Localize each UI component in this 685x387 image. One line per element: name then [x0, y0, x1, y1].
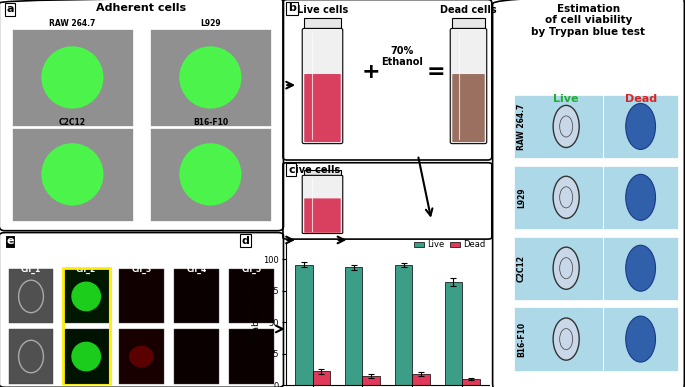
Y-axis label: Viability, %: Viability, %: [251, 289, 260, 340]
Ellipse shape: [553, 176, 580, 218]
Bar: [174, 329, 219, 384]
Text: C2C12: C2C12: [59, 118, 86, 127]
FancyBboxPatch shape: [304, 199, 340, 233]
Bar: [304, 170, 340, 176]
Text: Ch_2: Ch_2: [76, 265, 97, 274]
Text: Dead: Dead: [625, 94, 657, 104]
Text: C2C12: C2C12: [517, 255, 526, 282]
Text: Live cells: Live cells: [297, 5, 348, 15]
Bar: [304, 17, 340, 30]
Bar: [395, 265, 412, 385]
Text: Estimation
of cell viability
by Trypan blue test: Estimation of cell viability by Trypan b…: [532, 4, 645, 37]
FancyBboxPatch shape: [450, 28, 487, 144]
Text: 70%
Ethanol: 70% Ethanol: [381, 46, 423, 67]
Text: Ch_1: Ch_1: [21, 265, 41, 274]
Bar: [514, 95, 678, 158]
Legend: Live, Dead: Live, Dead: [411, 237, 488, 253]
Bar: [119, 269, 164, 324]
Text: Adherent cells: Adherent cells: [97, 3, 186, 13]
Ellipse shape: [553, 318, 580, 360]
Text: B16-F10: B16-F10: [517, 322, 526, 357]
Ellipse shape: [625, 245, 656, 291]
Bar: [362, 376, 380, 385]
Text: L929: L929: [200, 19, 221, 28]
FancyBboxPatch shape: [302, 175, 342, 233]
Text: L929: L929: [517, 187, 526, 208]
Bar: [64, 329, 108, 384]
Bar: [119, 329, 164, 384]
Ellipse shape: [553, 105, 580, 147]
Bar: [514, 236, 678, 300]
Text: cell autofluorescence: cell autofluorescence: [87, 254, 196, 263]
Text: Ch_5: Ch_5: [242, 265, 262, 274]
Text: Dead cells: Dead cells: [440, 5, 497, 15]
Bar: [412, 374, 429, 385]
Text: Ch_3: Ch_3: [132, 265, 151, 274]
Bar: [345, 267, 362, 385]
Ellipse shape: [625, 103, 656, 149]
FancyBboxPatch shape: [304, 74, 340, 142]
Bar: [62, 268, 110, 385]
FancyBboxPatch shape: [302, 28, 342, 144]
Text: RAW 264.7: RAW 264.7: [49, 19, 96, 28]
Bar: [9, 329, 53, 384]
Bar: [445, 282, 462, 385]
Text: b: b: [288, 3, 296, 14]
Text: B16-F10: B16-F10: [192, 118, 228, 127]
Bar: [312, 371, 330, 385]
Text: =: =: [427, 62, 445, 82]
Ellipse shape: [71, 282, 101, 311]
Ellipse shape: [129, 346, 154, 367]
Bar: [149, 128, 271, 221]
Ellipse shape: [42, 144, 103, 205]
Text: a: a: [6, 4, 14, 14]
Bar: [452, 17, 485, 30]
Bar: [149, 29, 271, 126]
Bar: [514, 166, 678, 229]
Bar: [514, 308, 678, 371]
Bar: [9, 269, 53, 324]
Text: Estimation of: Estimation of: [108, 238, 175, 247]
Bar: [229, 269, 274, 324]
FancyBboxPatch shape: [452, 74, 485, 142]
Bar: [295, 265, 312, 385]
Text: Live cells: Live cells: [289, 164, 340, 175]
Ellipse shape: [553, 247, 580, 289]
Text: Live: Live: [553, 94, 579, 104]
Bar: [12, 29, 133, 126]
Ellipse shape: [42, 47, 103, 108]
Ellipse shape: [625, 174, 656, 220]
Bar: [12, 128, 133, 221]
Text: Ch_4: Ch_4: [186, 265, 207, 274]
Ellipse shape: [180, 47, 240, 108]
Text: e: e: [6, 236, 14, 246]
Text: RAW 264.7: RAW 264.7: [517, 103, 526, 150]
Bar: [174, 269, 219, 324]
Bar: [64, 269, 108, 324]
Text: +: +: [362, 62, 380, 82]
Bar: [229, 329, 274, 384]
Ellipse shape: [71, 342, 101, 372]
Text: c: c: [288, 164, 295, 175]
Ellipse shape: [625, 316, 656, 362]
Text: d: d: [241, 236, 249, 246]
Bar: [462, 379, 480, 385]
Ellipse shape: [180, 144, 240, 205]
